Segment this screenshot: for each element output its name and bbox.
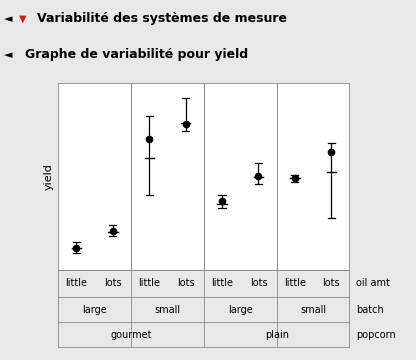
Text: Variabilité des systèmes de mesure: Variabilité des systèmes de mesure bbox=[37, 12, 287, 26]
Text: popcorn: popcorn bbox=[356, 330, 396, 340]
Text: ◄: ◄ bbox=[4, 50, 12, 60]
Text: little: little bbox=[65, 279, 87, 288]
Text: lots: lots bbox=[104, 279, 121, 288]
Text: little: little bbox=[284, 279, 306, 288]
Text: large: large bbox=[228, 305, 253, 315]
Text: gourmet: gourmet bbox=[110, 330, 152, 340]
Text: ◄: ◄ bbox=[4, 14, 12, 24]
Text: lots: lots bbox=[177, 279, 194, 288]
Text: oil amt: oil amt bbox=[356, 279, 389, 288]
Text: lots: lots bbox=[322, 279, 340, 288]
Text: little: little bbox=[138, 279, 160, 288]
Y-axis label: yield: yield bbox=[44, 163, 54, 190]
Text: Graphe de variabilité pour yield: Graphe de variabilité pour yield bbox=[25, 48, 248, 62]
Text: plain: plain bbox=[265, 330, 289, 340]
Text: small: small bbox=[300, 305, 326, 315]
Text: lots: lots bbox=[250, 279, 267, 288]
Text: small: small bbox=[154, 305, 181, 315]
Text: batch: batch bbox=[356, 305, 384, 315]
Text: ▼: ▼ bbox=[19, 14, 26, 24]
Text: large: large bbox=[82, 305, 107, 315]
Text: little: little bbox=[211, 279, 233, 288]
